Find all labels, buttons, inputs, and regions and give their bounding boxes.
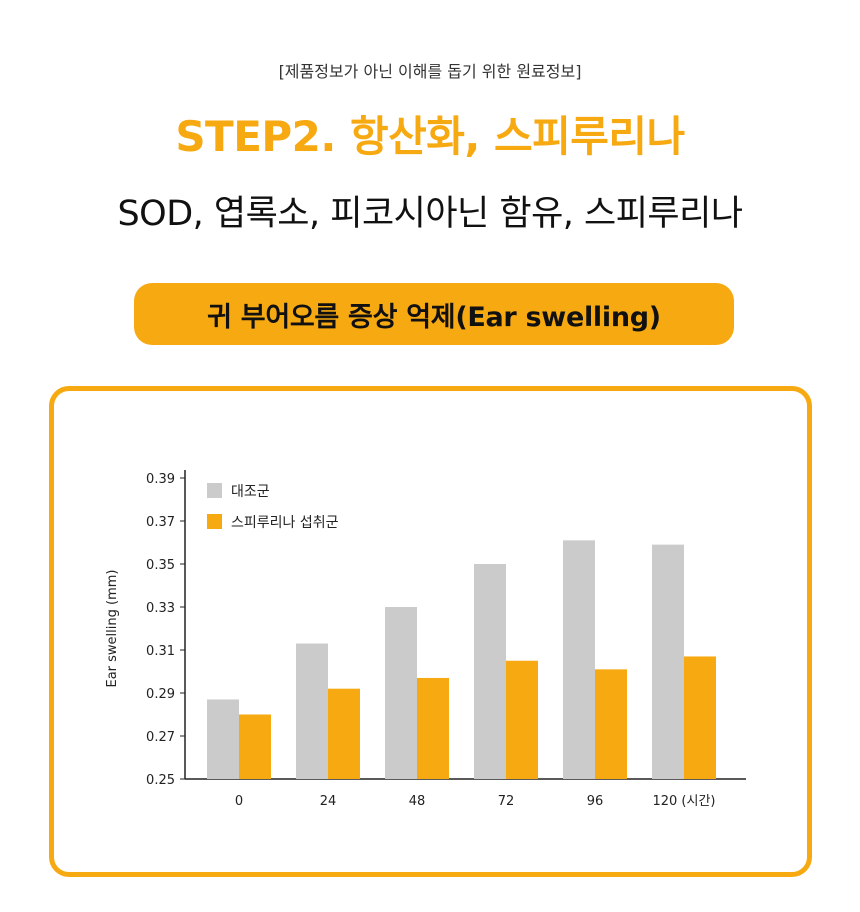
x-tick-label: 96 [587, 794, 604, 809]
legend-swatch [207, 483, 222, 498]
bar-control [563, 540, 595, 779]
x-tick-label: 0 [235, 794, 243, 809]
x-tick-label: 72 [498, 794, 515, 809]
chart-title-pill-label: 귀 부어오름 증상 억제(Ear swelling) [207, 301, 661, 333]
y-tick-label: 0.31 [146, 644, 175, 659]
y-tick-label: 0.37 [146, 515, 175, 530]
bar-control [474, 564, 506, 779]
bar-control [652, 544, 684, 779]
legend-swatch [207, 514, 222, 529]
bar-spirulina [239, 714, 271, 779]
legend-label: 대조군 [231, 484, 270, 500]
bar-spirulina [684, 656, 716, 779]
y-tick-label: 0.27 [146, 730, 175, 745]
y-tick-label: 0.25 [146, 773, 175, 788]
y-tick-label: 0.39 [146, 472, 175, 487]
headline: STEP2. 항산화, 스피루리나 [175, 112, 685, 161]
bar-spirulina [417, 677, 449, 779]
disclaimer-text: [제품정보가 아닌 이해를 돕기 위한 원료정보] [278, 62, 582, 81]
bar-control [385, 607, 417, 779]
subtitle: SOD, 엽록소, 피코시아닌 함유, 스피루리나 [117, 194, 743, 234]
chart-frame: 0.25 0.27 0.29 0.31 0.33 0.35 0.37 0.39 Ear swel… [49, 386, 812, 877]
y-tick-label: 0.29 [146, 687, 175, 702]
bar-control [207, 699, 239, 779]
bar-control [296, 643, 328, 779]
x-tick-label: 24 [320, 794, 337, 809]
legend-label: 스피루리나 섭취군 [231, 515, 339, 531]
bar-spirulina [506, 660, 538, 779]
chart-title-pill: 귀 부어오름 증상 억제(Ear swelling) [134, 283, 734, 345]
x-tick-label: 120 (시간) [652, 794, 715, 809]
x-tick-label: 48 [409, 794, 426, 809]
y-tick-label: 0.33 [146, 601, 175, 616]
ear-swelling-chart: 0.25 0.27 0.29 0.31 0.33 0.35 0.37 0.39 Ear swel… [105, 470, 746, 809]
bar-spirulina [328, 688, 360, 779]
y-tick-label: 0.35 [146, 558, 175, 573]
y-axis-title: Ear swelling (mm) [105, 570, 120, 688]
bar-spirulina [595, 669, 627, 779]
